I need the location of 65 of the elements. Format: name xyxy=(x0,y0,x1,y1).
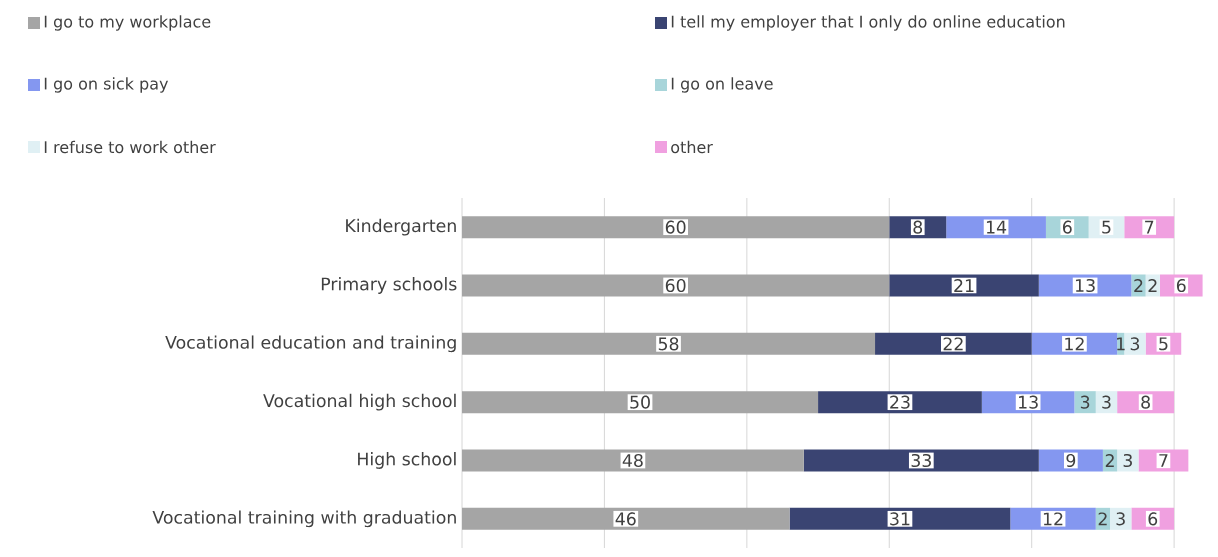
data-label: 23 xyxy=(890,395,910,409)
data-label: 3 xyxy=(1123,453,1132,467)
data-label: 2 xyxy=(1098,512,1107,526)
bar xyxy=(1074,391,1096,414)
data-label: 6 xyxy=(1063,220,1072,234)
data-label: 13 xyxy=(1019,395,1038,409)
data-label: 12 xyxy=(1065,337,1084,351)
legend-label: I go to my workplace xyxy=(44,15,211,31)
y-tick-label: High school xyxy=(358,452,456,469)
data-label: 9 xyxy=(1066,453,1076,467)
bar xyxy=(462,216,890,239)
data-label: 8 xyxy=(913,220,923,234)
data-label: 2 xyxy=(1105,454,1114,467)
data-label: 6 xyxy=(1176,278,1186,292)
data-label: 50 xyxy=(630,395,650,409)
data-label: 3 xyxy=(1080,395,1090,409)
bar xyxy=(462,507,790,530)
y-tick-label: Vocational high school xyxy=(263,393,456,411)
data-label: 5 xyxy=(1102,220,1111,234)
data-label: 7 xyxy=(1159,454,1168,467)
data-label: 31 xyxy=(890,512,910,526)
data-label: 3 xyxy=(1130,337,1140,351)
bar xyxy=(1131,274,1146,297)
data-label: 60 xyxy=(665,220,686,234)
data-label: 22 xyxy=(943,337,963,351)
data-label: 3 xyxy=(1102,395,1111,409)
y-tick-label: Kindergarten xyxy=(346,218,456,236)
y-tick-label: Vocational education and training xyxy=(165,335,456,353)
data-label: 7 xyxy=(1145,220,1154,234)
bar xyxy=(803,449,1039,472)
bar xyxy=(462,391,819,414)
data-label: 58 xyxy=(658,337,679,351)
bar xyxy=(1117,449,1139,472)
legend-label: I refuse to work other xyxy=(44,140,216,154)
bar xyxy=(875,332,1032,355)
bar xyxy=(818,391,982,414)
data-label: 1 xyxy=(1117,337,1125,351)
data-label: 13 xyxy=(1075,278,1095,292)
data-label: 14 xyxy=(986,220,1007,234)
legend-label: I go on sick pay xyxy=(44,77,169,93)
data-label: 46 xyxy=(615,512,636,526)
bar xyxy=(462,449,804,472)
data-label: 5 xyxy=(1159,337,1168,351)
data-label: 2 xyxy=(1148,279,1157,292)
legend-label: other xyxy=(671,140,713,154)
bar xyxy=(462,332,876,355)
bar xyxy=(889,274,1039,297)
bar xyxy=(1095,391,1118,414)
bar xyxy=(1110,507,1132,530)
data-label: 3 xyxy=(1116,512,1125,526)
bar xyxy=(462,274,890,297)
data-label: 2 xyxy=(1134,279,1143,292)
data-label: 48 xyxy=(622,453,643,467)
data-label: 12 xyxy=(1043,512,1063,526)
data-label: 60 xyxy=(665,278,686,292)
legend-label: I go on leave xyxy=(671,77,773,93)
bar xyxy=(789,507,1011,530)
legend-label: I tell my employer that I only do online education xyxy=(671,15,1065,31)
bar xyxy=(1124,332,1146,355)
data-label: 33 xyxy=(911,453,931,467)
data-label: 21 xyxy=(954,279,974,292)
data-label: 6 xyxy=(1148,512,1158,526)
data-label: 8 xyxy=(1141,395,1150,409)
y-tick-label: Vocational training with graduation xyxy=(152,510,456,528)
y-tick-label: Primary schools xyxy=(321,277,457,294)
